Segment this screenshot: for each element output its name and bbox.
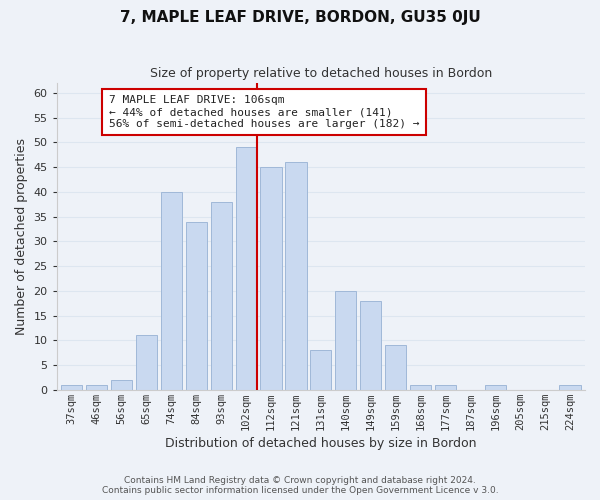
Bar bbox=[236, 148, 257, 390]
Bar bbox=[136, 336, 157, 390]
Bar bbox=[211, 202, 232, 390]
Bar bbox=[435, 385, 456, 390]
Bar bbox=[410, 385, 431, 390]
Bar bbox=[559, 385, 581, 390]
Text: 7, MAPLE LEAF DRIVE, BORDON, GU35 0JU: 7, MAPLE LEAF DRIVE, BORDON, GU35 0JU bbox=[119, 10, 481, 25]
Bar bbox=[360, 300, 381, 390]
Bar bbox=[485, 385, 506, 390]
X-axis label: Distribution of detached houses by size in Bordon: Distribution of detached houses by size … bbox=[165, 437, 476, 450]
Bar bbox=[86, 385, 107, 390]
Y-axis label: Number of detached properties: Number of detached properties bbox=[15, 138, 28, 335]
Bar bbox=[61, 385, 82, 390]
Bar bbox=[286, 162, 307, 390]
Bar bbox=[111, 380, 132, 390]
Text: Contains HM Land Registry data © Crown copyright and database right 2024.
Contai: Contains HM Land Registry data © Crown c… bbox=[101, 476, 499, 495]
Bar bbox=[161, 192, 182, 390]
Bar bbox=[260, 167, 281, 390]
Title: Size of property relative to detached houses in Bordon: Size of property relative to detached ho… bbox=[150, 68, 492, 80]
Bar bbox=[385, 346, 406, 390]
Bar bbox=[185, 222, 207, 390]
Bar bbox=[335, 291, 356, 390]
Text: 7 MAPLE LEAF DRIVE: 106sqm
← 44% of detached houses are smaller (141)
56% of sem: 7 MAPLE LEAF DRIVE: 106sqm ← 44% of deta… bbox=[109, 96, 419, 128]
Bar bbox=[310, 350, 331, 390]
